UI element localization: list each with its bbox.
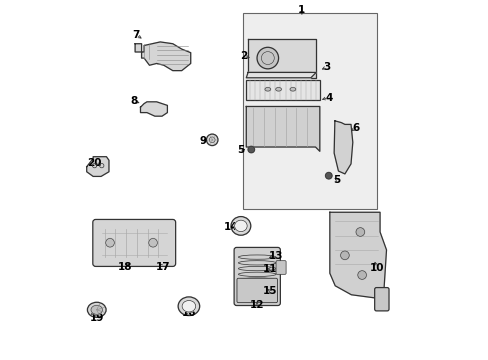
Text: 20: 20 bbox=[86, 158, 101, 168]
Text: 14: 14 bbox=[223, 222, 238, 232]
Circle shape bbox=[340, 251, 348, 260]
Text: 5: 5 bbox=[333, 175, 340, 185]
Ellipse shape bbox=[289, 87, 295, 91]
Ellipse shape bbox=[275, 87, 281, 91]
FancyBboxPatch shape bbox=[374, 288, 388, 311]
Text: 6: 6 bbox=[351, 123, 359, 133]
Text: 7: 7 bbox=[132, 30, 140, 40]
Text: 12: 12 bbox=[249, 300, 264, 310]
Ellipse shape bbox=[234, 220, 247, 231]
Ellipse shape bbox=[87, 302, 106, 318]
Text: 1: 1 bbox=[298, 5, 305, 15]
Circle shape bbox=[357, 271, 366, 279]
Text: 5: 5 bbox=[237, 144, 244, 154]
Polygon shape bbox=[333, 121, 352, 174]
Polygon shape bbox=[140, 102, 167, 116]
FancyBboxPatch shape bbox=[276, 261, 285, 274]
Circle shape bbox=[148, 238, 157, 247]
Bar bbox=[242, 13, 376, 209]
Text: 15: 15 bbox=[263, 286, 277, 296]
Polygon shape bbox=[246, 72, 316, 78]
FancyBboxPatch shape bbox=[234, 247, 280, 306]
Text: 18: 18 bbox=[118, 262, 132, 272]
Bar bbox=[246, 80, 319, 100]
Circle shape bbox=[105, 238, 114, 247]
Ellipse shape bbox=[91, 305, 102, 314]
Text: 13: 13 bbox=[268, 251, 283, 261]
FancyBboxPatch shape bbox=[237, 278, 277, 303]
Text: 8: 8 bbox=[130, 96, 138, 106]
Polygon shape bbox=[135, 42, 190, 71]
Polygon shape bbox=[329, 212, 386, 298]
Text: 4: 4 bbox=[325, 93, 332, 103]
Text: 16: 16 bbox=[182, 309, 196, 318]
Ellipse shape bbox=[182, 301, 195, 312]
Circle shape bbox=[206, 134, 218, 145]
Circle shape bbox=[355, 228, 364, 236]
Text: 10: 10 bbox=[369, 263, 384, 273]
FancyBboxPatch shape bbox=[93, 220, 175, 266]
Text: 11: 11 bbox=[263, 264, 277, 274]
Ellipse shape bbox=[264, 87, 270, 91]
Circle shape bbox=[247, 146, 254, 153]
Ellipse shape bbox=[178, 297, 199, 316]
Polygon shape bbox=[86, 157, 109, 176]
Text: 2: 2 bbox=[240, 51, 247, 61]
Circle shape bbox=[257, 47, 278, 69]
Text: 9: 9 bbox=[199, 136, 206, 145]
Text: 17: 17 bbox=[155, 262, 170, 272]
Text: 19: 19 bbox=[89, 313, 104, 323]
Text: 3: 3 bbox=[323, 62, 330, 72]
Polygon shape bbox=[247, 40, 316, 78]
Circle shape bbox=[325, 172, 331, 179]
Polygon shape bbox=[246, 107, 319, 151]
Ellipse shape bbox=[230, 217, 250, 235]
